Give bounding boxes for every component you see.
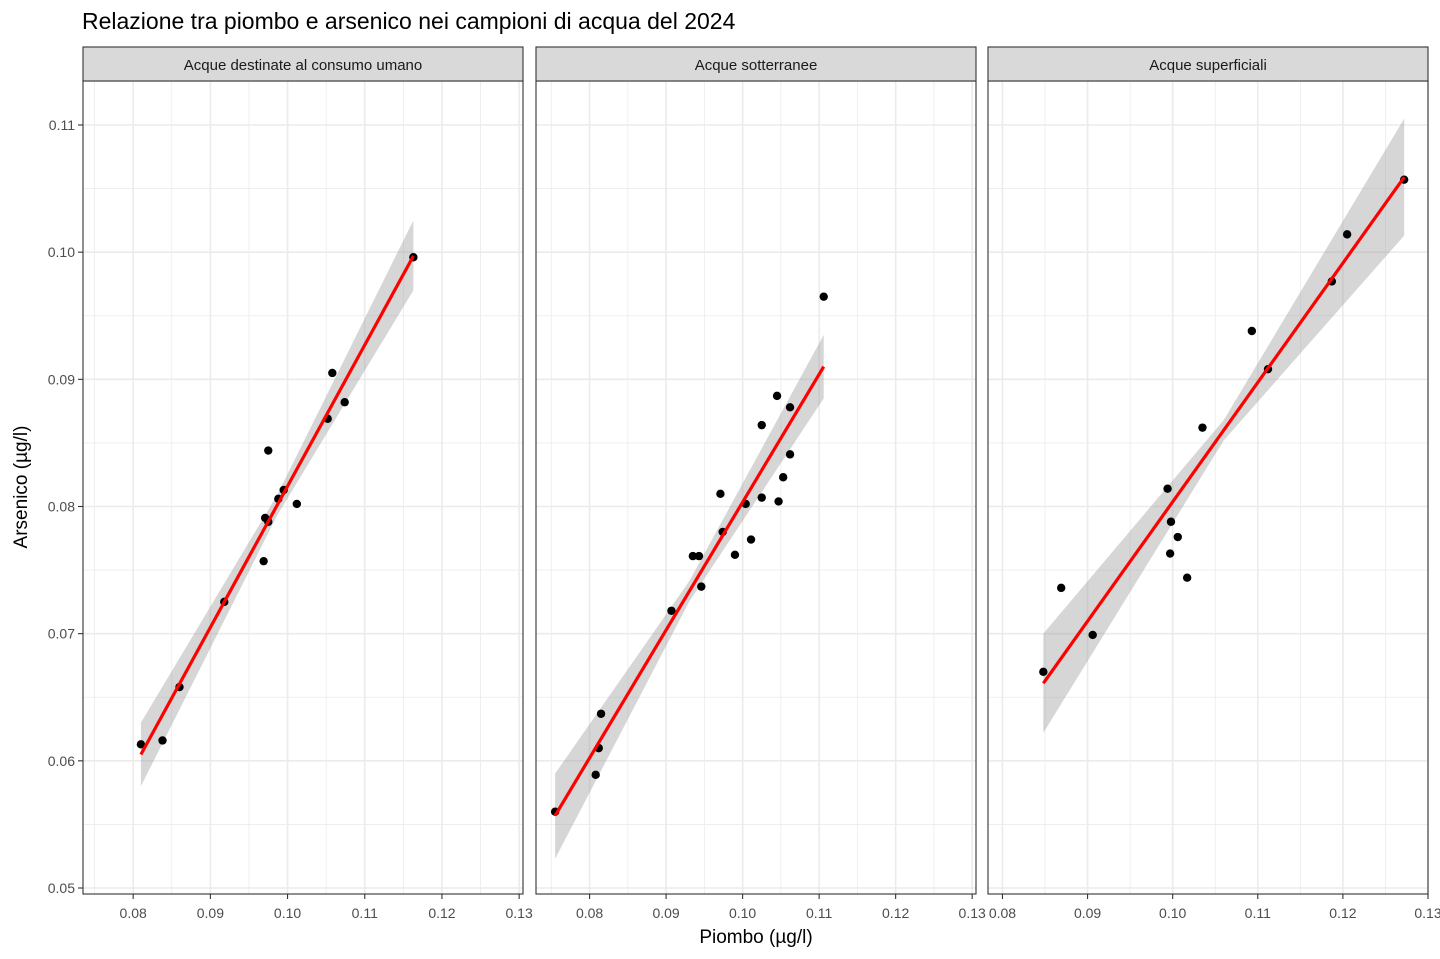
y-axis: 0.05 0.06 0.07 0.08 0.09 0.10 0.11 bbox=[48, 117, 83, 896]
x-tick-label: 0.09 bbox=[197, 905, 224, 921]
x-tick-label: 0.08 bbox=[576, 905, 603, 921]
confidence-ribbon bbox=[555, 334, 824, 859]
x-axis: 0.08 0.09 0.10 0.11 0.12 0.13 bbox=[989, 894, 1440, 921]
data-point bbox=[136, 740, 146, 749]
data-point bbox=[259, 556, 268, 566]
data-point bbox=[785, 450, 795, 459]
y-tick-label: 0.07 bbox=[48, 626, 75, 642]
panel-background bbox=[83, 81, 523, 894]
y-tick-label: 0.10 bbox=[48, 244, 75, 260]
data-point bbox=[1342, 230, 1352, 239]
x-tick-label: 0.11 bbox=[352, 905, 378, 921]
x-tick-label: 0.13 bbox=[959, 905, 986, 921]
y-tick-label: 0.06 bbox=[48, 753, 75, 769]
data-point bbox=[158, 736, 167, 745]
data-point bbox=[778, 473, 788, 482]
data-point bbox=[1166, 517, 1176, 526]
facet-strip-label: Acque destinate al consumo umano bbox=[184, 57, 422, 74]
panel-background bbox=[536, 81, 976, 894]
regression-line bbox=[553, 365, 826, 817]
x-tick-label: 0.11 bbox=[1245, 905, 1271, 921]
data-point bbox=[667, 606, 676, 615]
x-axis-title: Piombo (µg/l) bbox=[699, 927, 812, 948]
y-tick-label: 0.08 bbox=[48, 499, 75, 515]
facet-strip-label: Acque sotterranee bbox=[695, 57, 818, 74]
y-tick-label: 0.11 bbox=[49, 117, 75, 133]
x-tick-label: 0.12 bbox=[882, 905, 909, 921]
facet-panel-1: Acque destinate al consumo umano 0.08 0.09… bbox=[48, 46, 533, 921]
minor-grid bbox=[536, 81, 976, 894]
x-tick-label: 0.10 bbox=[729, 905, 756, 921]
data-point bbox=[772, 391, 782, 401]
facet-strip bbox=[535, 46, 977, 82]
major-grid bbox=[83, 81, 523, 894]
data-point bbox=[716, 489, 725, 498]
x-tick-label: 0.08 bbox=[120, 905, 147, 921]
data-point bbox=[774, 497, 783, 506]
data-point bbox=[746, 535, 756, 544]
data-point bbox=[1182, 573, 1192, 582]
data-point bbox=[292, 499, 302, 509]
data-point bbox=[328, 368, 337, 378]
x-tick-label: 0.13 bbox=[506, 905, 533, 921]
data-point bbox=[1173, 532, 1182, 542]
facet-strip bbox=[987, 46, 1429, 82]
facet-strip-label: Acque superficiali bbox=[1149, 57, 1267, 74]
data-point bbox=[1056, 583, 1066, 593]
facet-panel-2: Acque sotterranee 0.08 0.09 0.10 0.11 0.12 0.1… bbox=[535, 46, 986, 921]
data-point bbox=[596, 709, 606, 718]
data-point bbox=[688, 551, 698, 561]
x-tick-label: 0.08 bbox=[989, 905, 1016, 921]
y-tick-label: 0.05 bbox=[48, 880, 75, 896]
panel-background bbox=[988, 81, 1428, 894]
data-points bbox=[550, 292, 828, 816]
y-axis-title: Arsenico (µg/l) bbox=[11, 426, 32, 549]
y-tick-label: 0.09 bbox=[48, 371, 75, 387]
facet-panels: Acque destinate al consumo umano 0.08 0.09… bbox=[48, 46, 1440, 921]
data-point bbox=[340, 398, 349, 407]
data-point bbox=[757, 493, 766, 502]
x-tick-label: 0.12 bbox=[1329, 905, 1356, 921]
data-point bbox=[697, 582, 706, 591]
x-tick-label: 0.12 bbox=[428, 905, 455, 921]
data-point bbox=[819, 292, 828, 301]
x-tick-label: 0.11 bbox=[806, 905, 832, 921]
data-point bbox=[264, 446, 273, 455]
x-axis: 0.08 0.09 0.10 0.11 0.12 0.13 bbox=[120, 894, 533, 921]
data-point bbox=[1198, 423, 1207, 432]
data-point bbox=[591, 770, 600, 780]
x-tick-label: 0.13 bbox=[1414, 905, 1440, 921]
data-point bbox=[757, 420, 766, 430]
data-point bbox=[785, 403, 795, 412]
x-axis: 0.08 0.09 0.10 0.11 0.12 0.13 bbox=[576, 894, 986, 921]
x-tick-label: 0.09 bbox=[652, 905, 679, 921]
confidence-ribbon bbox=[1043, 118, 1405, 733]
data-point bbox=[1247, 326, 1257, 336]
data-point bbox=[1039, 667, 1048, 677]
x-tick-label: 0.10 bbox=[1159, 905, 1186, 921]
regression-line bbox=[139, 255, 415, 756]
data-point bbox=[730, 550, 740, 560]
x-tick-label: 0.10 bbox=[274, 905, 301, 921]
facet-strip bbox=[82, 46, 524, 82]
regression-line bbox=[1042, 176, 1406, 685]
chart-title: Relazione tra piombo e arsenico nei camp… bbox=[82, 8, 736, 34]
minor-grid bbox=[83, 81, 523, 894]
minor-grid bbox=[988, 81, 1428, 894]
x-tick-label: 0.09 bbox=[1074, 905, 1101, 921]
data-point bbox=[1163, 484, 1172, 493]
data-point bbox=[1165, 549, 1175, 558]
data-point bbox=[1088, 630, 1097, 640]
data-point bbox=[694, 551, 704, 561]
